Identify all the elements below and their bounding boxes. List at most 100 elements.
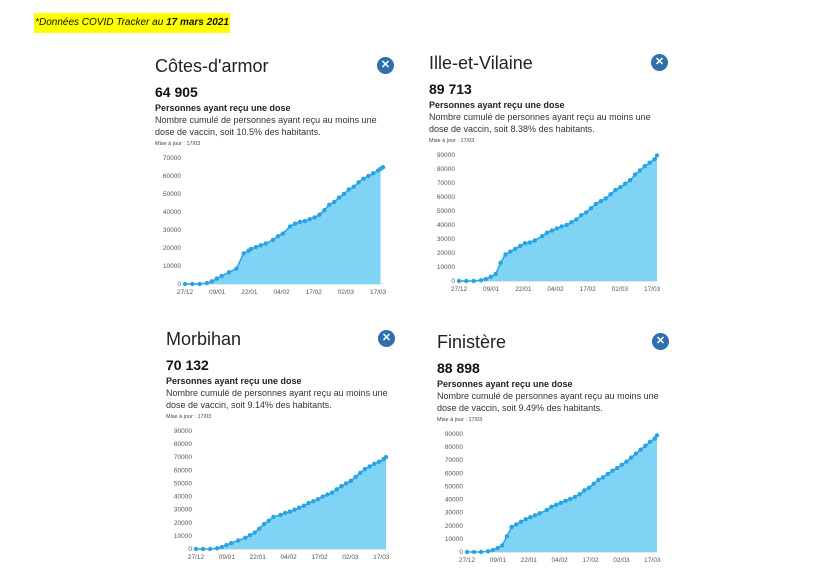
- data-point: [253, 244, 259, 250]
- card-description: Nombre cumulé de personnes ayant reçu au…: [166, 388, 388, 410]
- data-point: [346, 187, 351, 192]
- y-tick-label: 10000: [445, 536, 463, 543]
- data-point: [624, 459, 629, 464]
- data-point: [628, 455, 634, 460]
- data-point: [241, 251, 246, 256]
- y-tick-label: 70000: [445, 457, 463, 464]
- data-point: [258, 243, 263, 248]
- data-point: [214, 276, 219, 281]
- data-point: [514, 522, 519, 527]
- data-point: [522, 241, 528, 246]
- data-point: [209, 279, 215, 284]
- data-point: [654, 433, 660, 438]
- x-tick-label: 17/02: [311, 554, 328, 561]
- data-point: [226, 270, 232, 275]
- data-point: [618, 185, 623, 190]
- data-point: [483, 276, 489, 282]
- card-update: Mise à jour : 17/03: [429, 138, 475, 144]
- data-point: [493, 271, 498, 277]
- y-tick-label: 30000: [437, 236, 455, 243]
- data-point: [182, 281, 188, 287]
- x-tick-label: 02/03: [342, 554, 359, 561]
- y-tick-label: 60000: [437, 194, 455, 201]
- data-point: [278, 512, 283, 518]
- data-point: [503, 252, 508, 257]
- data-point: [207, 546, 213, 552]
- data-point: [356, 180, 361, 185]
- data-point: [351, 184, 356, 189]
- data-point: [588, 206, 594, 211]
- data-point: [248, 246, 254, 252]
- data-point: [593, 201, 599, 207]
- card-update: Mise à jour : 17/03: [155, 141, 201, 147]
- x-tick-label: 02/03: [613, 557, 630, 564]
- data-point: [568, 496, 573, 502]
- data-point: [652, 436, 657, 441]
- y-tick-label: 20000: [445, 523, 463, 530]
- data-point: [528, 515, 533, 520]
- card-title: Côtes-d'armor: [155, 56, 269, 76]
- x-tick-label: 09/01: [209, 289, 226, 296]
- data-point: [537, 511, 542, 516]
- data-point: [456, 278, 462, 284]
- card-description: Nombre cumulé de personnes ayant reçu au…: [437, 391, 659, 413]
- y-tick-label: 20000: [174, 520, 192, 527]
- data-point: [559, 224, 564, 229]
- area-fill: [459, 155, 657, 281]
- data-point: [252, 530, 257, 535]
- data-point: [619, 462, 625, 468]
- area-fill: [467, 435, 657, 552]
- data-point: [297, 219, 303, 225]
- data-point: [532, 238, 537, 243]
- data-point: [247, 533, 253, 538]
- card-subtitle: Personnes ayant reçu une dose: [437, 379, 573, 389]
- close-icon[interactable]: ✕: [377, 57, 394, 74]
- data-point: [586, 485, 592, 490]
- vaccination-chart: 0 10000 20000 30000 40000 50000 60000 70000 8000…: [445, 431, 661, 564]
- data-point: [307, 217, 312, 222]
- data-point: [623, 181, 628, 186]
- data-point: [654, 153, 660, 158]
- data-point: [270, 237, 276, 243]
- data-point: [647, 439, 653, 445]
- close-icon[interactable]: ✕: [378, 330, 395, 347]
- data-point: [464, 549, 470, 555]
- data-point: [336, 195, 342, 200]
- area-fill: [196, 457, 386, 549]
- data-point: [527, 240, 533, 245]
- data-point: [362, 466, 368, 472]
- data-point: [302, 218, 307, 224]
- x-tick-label: 27/12: [177, 289, 194, 296]
- close-icon[interactable]: ✕: [652, 333, 669, 350]
- x-tick-label: 17/03: [644, 286, 661, 293]
- close-icon[interactable]: ✕: [651, 54, 668, 71]
- data-point: [292, 507, 297, 512]
- data-point: [508, 249, 513, 254]
- data-point: [348, 478, 354, 484]
- data-point: [287, 224, 293, 229]
- data-point: [608, 192, 613, 197]
- data-point: [214, 546, 220, 551]
- data-point: [553, 502, 559, 507]
- data-point: [558, 500, 564, 506]
- data-point: [569, 220, 574, 225]
- data-point: [554, 226, 559, 231]
- data-point: [357, 470, 363, 476]
- y-tick-label: 90000: [174, 428, 192, 435]
- data-point: [509, 524, 514, 530]
- banner-date: 17 mars 2021: [166, 17, 229, 28]
- data-point: [490, 547, 496, 553]
- data-point: [642, 164, 647, 169]
- data-point: [605, 471, 610, 477]
- data-point: [471, 549, 477, 555]
- card-subtitle: Personnes ayant reçu une dose: [429, 100, 565, 110]
- data-point: [366, 173, 371, 179]
- y-tick-label: 50000: [163, 191, 181, 198]
- data-point: [193, 546, 199, 552]
- data-point: [219, 544, 225, 550]
- data-point: [339, 483, 344, 489]
- data-point: [367, 464, 372, 469]
- data-point: [353, 474, 358, 480]
- y-tick-label: 30000: [445, 510, 463, 517]
- y-tick-label: 40000: [437, 222, 455, 229]
